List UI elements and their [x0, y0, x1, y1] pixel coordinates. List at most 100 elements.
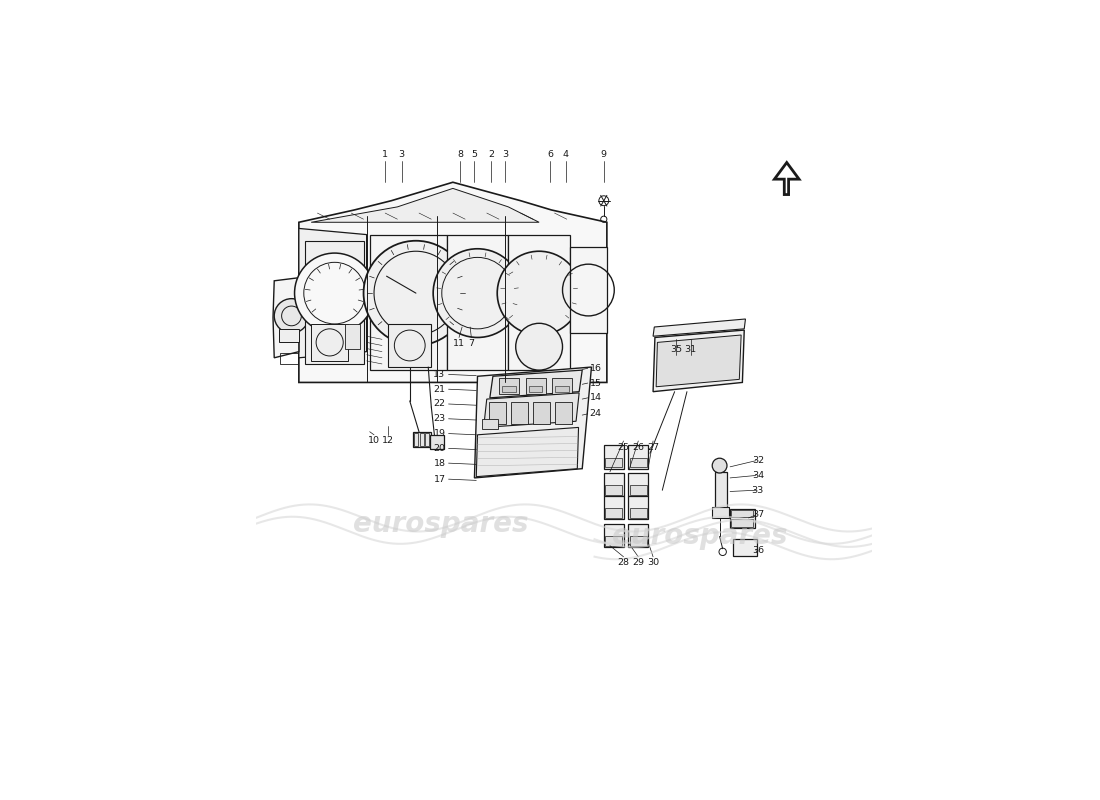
- Text: 11: 11: [453, 339, 465, 348]
- Bar: [412, 432, 431, 447]
- Bar: [604, 473, 624, 496]
- Polygon shape: [484, 393, 579, 427]
- Text: 31: 31: [684, 346, 696, 354]
- Circle shape: [497, 251, 581, 335]
- Circle shape: [363, 241, 469, 346]
- Bar: [628, 473, 648, 496]
- Text: 28: 28: [617, 558, 629, 567]
- Bar: [730, 509, 755, 529]
- Text: 21: 21: [433, 385, 446, 394]
- Text: 16: 16: [590, 364, 602, 373]
- Text: 2: 2: [488, 150, 494, 159]
- Bar: [715, 472, 727, 509]
- Text: 22: 22: [433, 399, 446, 409]
- Bar: [712, 507, 729, 518]
- Bar: [733, 539, 757, 556]
- Bar: [279, 329, 299, 342]
- Bar: [370, 234, 447, 370]
- Text: 12: 12: [382, 437, 394, 446]
- Text: 27: 27: [647, 442, 659, 452]
- Bar: [732, 519, 754, 527]
- Bar: [732, 510, 754, 518]
- Bar: [508, 234, 570, 370]
- Circle shape: [295, 253, 375, 333]
- Text: 26: 26: [632, 442, 645, 452]
- Text: 29: 29: [632, 558, 645, 567]
- Bar: [604, 496, 624, 519]
- Text: 23: 23: [433, 414, 446, 423]
- Bar: [604, 523, 624, 547]
- Bar: [488, 402, 506, 424]
- Bar: [425, 433, 429, 446]
- Text: 4: 4: [562, 150, 569, 159]
- Bar: [532, 402, 550, 424]
- Bar: [629, 508, 647, 518]
- Text: 13: 13: [433, 370, 446, 379]
- Text: 5: 5: [472, 150, 477, 159]
- Text: 34: 34: [751, 471, 763, 480]
- Bar: [556, 386, 569, 392]
- Text: 33: 33: [751, 486, 763, 494]
- Bar: [280, 353, 298, 364]
- Text: 24: 24: [590, 410, 602, 418]
- Bar: [629, 486, 647, 495]
- Bar: [499, 378, 519, 394]
- Text: 18: 18: [433, 458, 446, 468]
- Text: 17: 17: [433, 474, 446, 484]
- Bar: [570, 247, 607, 333]
- Text: 35: 35: [670, 346, 682, 354]
- Bar: [510, 402, 528, 424]
- Bar: [311, 324, 348, 361]
- Text: 3: 3: [398, 150, 405, 159]
- Bar: [629, 458, 647, 467]
- Bar: [526, 378, 546, 394]
- Bar: [605, 458, 623, 467]
- Text: 3: 3: [503, 150, 508, 159]
- Bar: [556, 402, 572, 424]
- Text: 19: 19: [433, 429, 446, 438]
- Text: 37: 37: [751, 510, 763, 519]
- Bar: [419, 433, 424, 446]
- Polygon shape: [653, 319, 746, 336]
- Bar: [552, 378, 572, 394]
- Polygon shape: [653, 330, 745, 392]
- Bar: [483, 419, 498, 429]
- Bar: [345, 324, 361, 349]
- Bar: [305, 241, 363, 364]
- Bar: [529, 386, 542, 392]
- Text: 25: 25: [617, 442, 629, 452]
- Bar: [414, 433, 418, 446]
- Bar: [605, 486, 623, 495]
- Circle shape: [712, 458, 727, 473]
- Text: 10: 10: [368, 437, 379, 446]
- Text: eurospares: eurospares: [353, 510, 528, 538]
- Bar: [447, 234, 508, 370]
- Circle shape: [516, 323, 562, 370]
- Text: 15: 15: [590, 378, 602, 387]
- Text: 9: 9: [601, 150, 607, 159]
- Bar: [605, 508, 623, 518]
- Bar: [502, 386, 516, 392]
- Bar: [628, 496, 648, 519]
- Text: 20: 20: [433, 444, 446, 453]
- Bar: [629, 536, 647, 546]
- Text: 8: 8: [458, 150, 463, 159]
- Polygon shape: [273, 278, 299, 358]
- Bar: [628, 446, 648, 469]
- Polygon shape: [474, 367, 592, 478]
- Polygon shape: [656, 335, 741, 386]
- Text: 6: 6: [547, 150, 553, 159]
- Text: 36: 36: [751, 546, 763, 555]
- Text: 1: 1: [382, 150, 388, 159]
- Text: eurospares: eurospares: [612, 522, 786, 550]
- Bar: [388, 324, 431, 367]
- Circle shape: [433, 249, 521, 338]
- Polygon shape: [299, 229, 366, 358]
- Polygon shape: [476, 427, 579, 477]
- Bar: [604, 446, 624, 469]
- Bar: [628, 523, 648, 547]
- Text: 7: 7: [469, 339, 474, 348]
- Polygon shape: [311, 188, 539, 222]
- Circle shape: [274, 298, 309, 333]
- Text: 32: 32: [751, 456, 763, 465]
